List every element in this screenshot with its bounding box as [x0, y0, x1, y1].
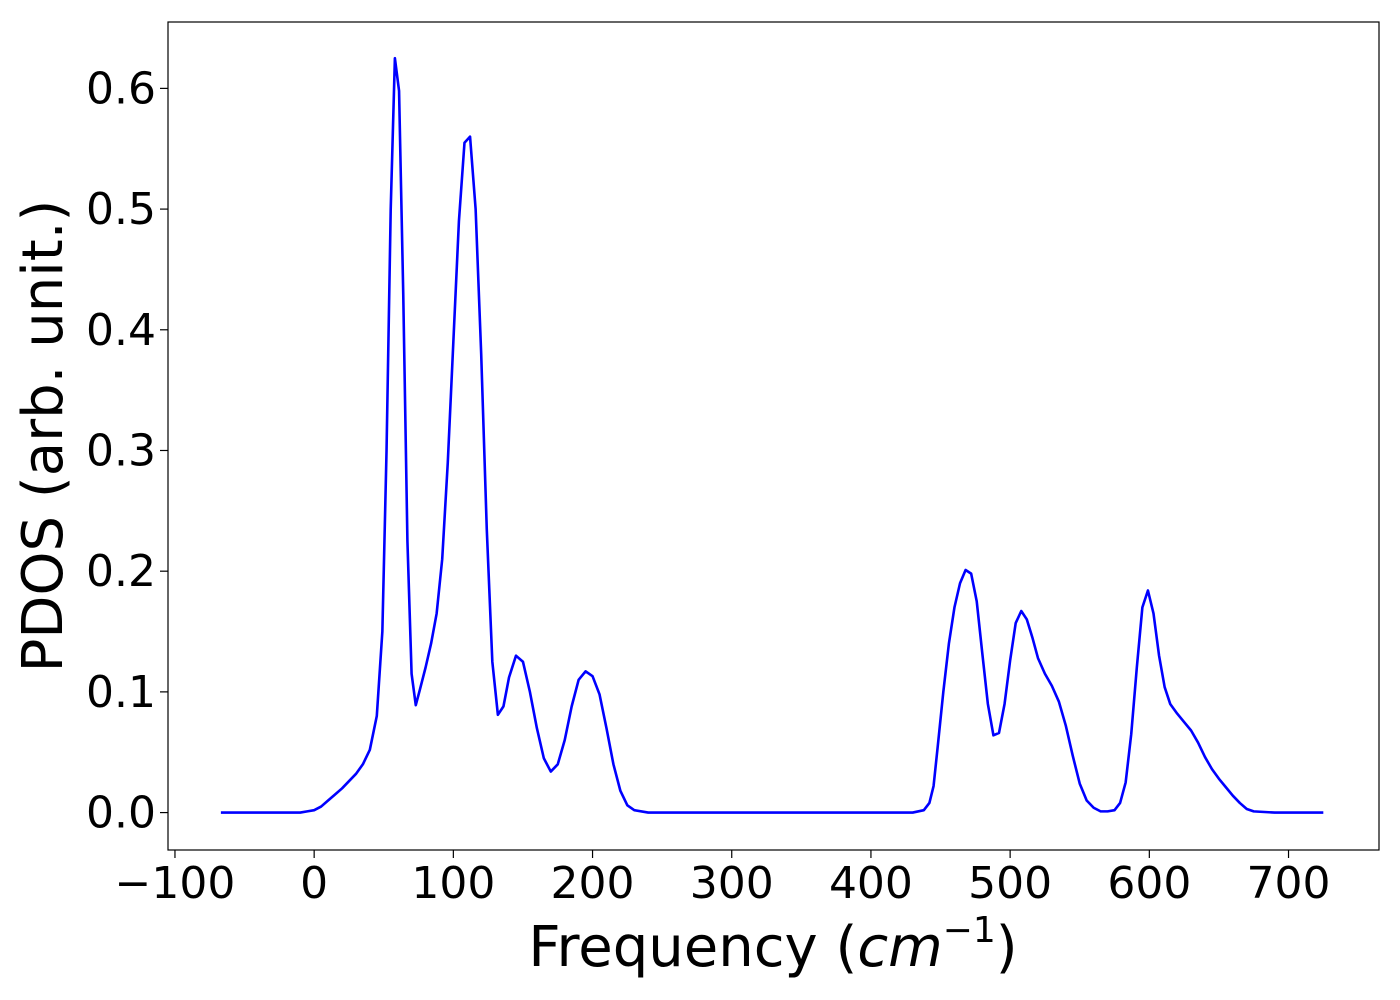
x-axis-label-text: Frequency ( [528, 915, 857, 980]
y-tick-label: 0.0 [86, 788, 156, 839]
plot-frame [167, 21, 1380, 851]
x-tick-label: 200 [551, 858, 635, 909]
x-tick-label: −100 [115, 858, 236, 909]
x-tick-label: 0 [300, 858, 328, 909]
y-tick-label: 0.6 [86, 63, 156, 114]
x-tick-label: 600 [1107, 858, 1191, 909]
y-axis-ticks: 0.0 0.1 0.2 0.3 0.4 0.5 0.6 [86, 63, 168, 839]
pdos-series-line-0 [220, 56, 1324, 814]
x-tick-label: 400 [829, 858, 913, 909]
y-tick-label: 0.2 [86, 546, 156, 597]
y-tick-label: 0.5 [86, 184, 156, 235]
x-tick-label: 100 [411, 858, 495, 909]
x-axis-label-exponent: −1 [943, 910, 996, 951]
x-tick-label: 500 [968, 858, 1052, 909]
plot-area [220, 56, 1324, 814]
y-tick-label: 0.3 [86, 425, 156, 476]
x-tick-label: 300 [690, 858, 774, 909]
x-axis-ticks: −100 0 100 200 300 400 500 600 700 [115, 850, 1331, 909]
x-axis-label: Frequency (cm−1) [528, 910, 1017, 980]
y-tick-label: 0.1 [86, 667, 156, 718]
y-tick-label: 0.4 [86, 305, 156, 356]
x-tick-label: 700 [1247, 858, 1331, 909]
y-axis-label: PDOS (arb. unit.) [11, 200, 76, 673]
x-axis-label-unit: cm [857, 915, 942, 980]
x-axis-label-close: ) [996, 915, 1018, 980]
